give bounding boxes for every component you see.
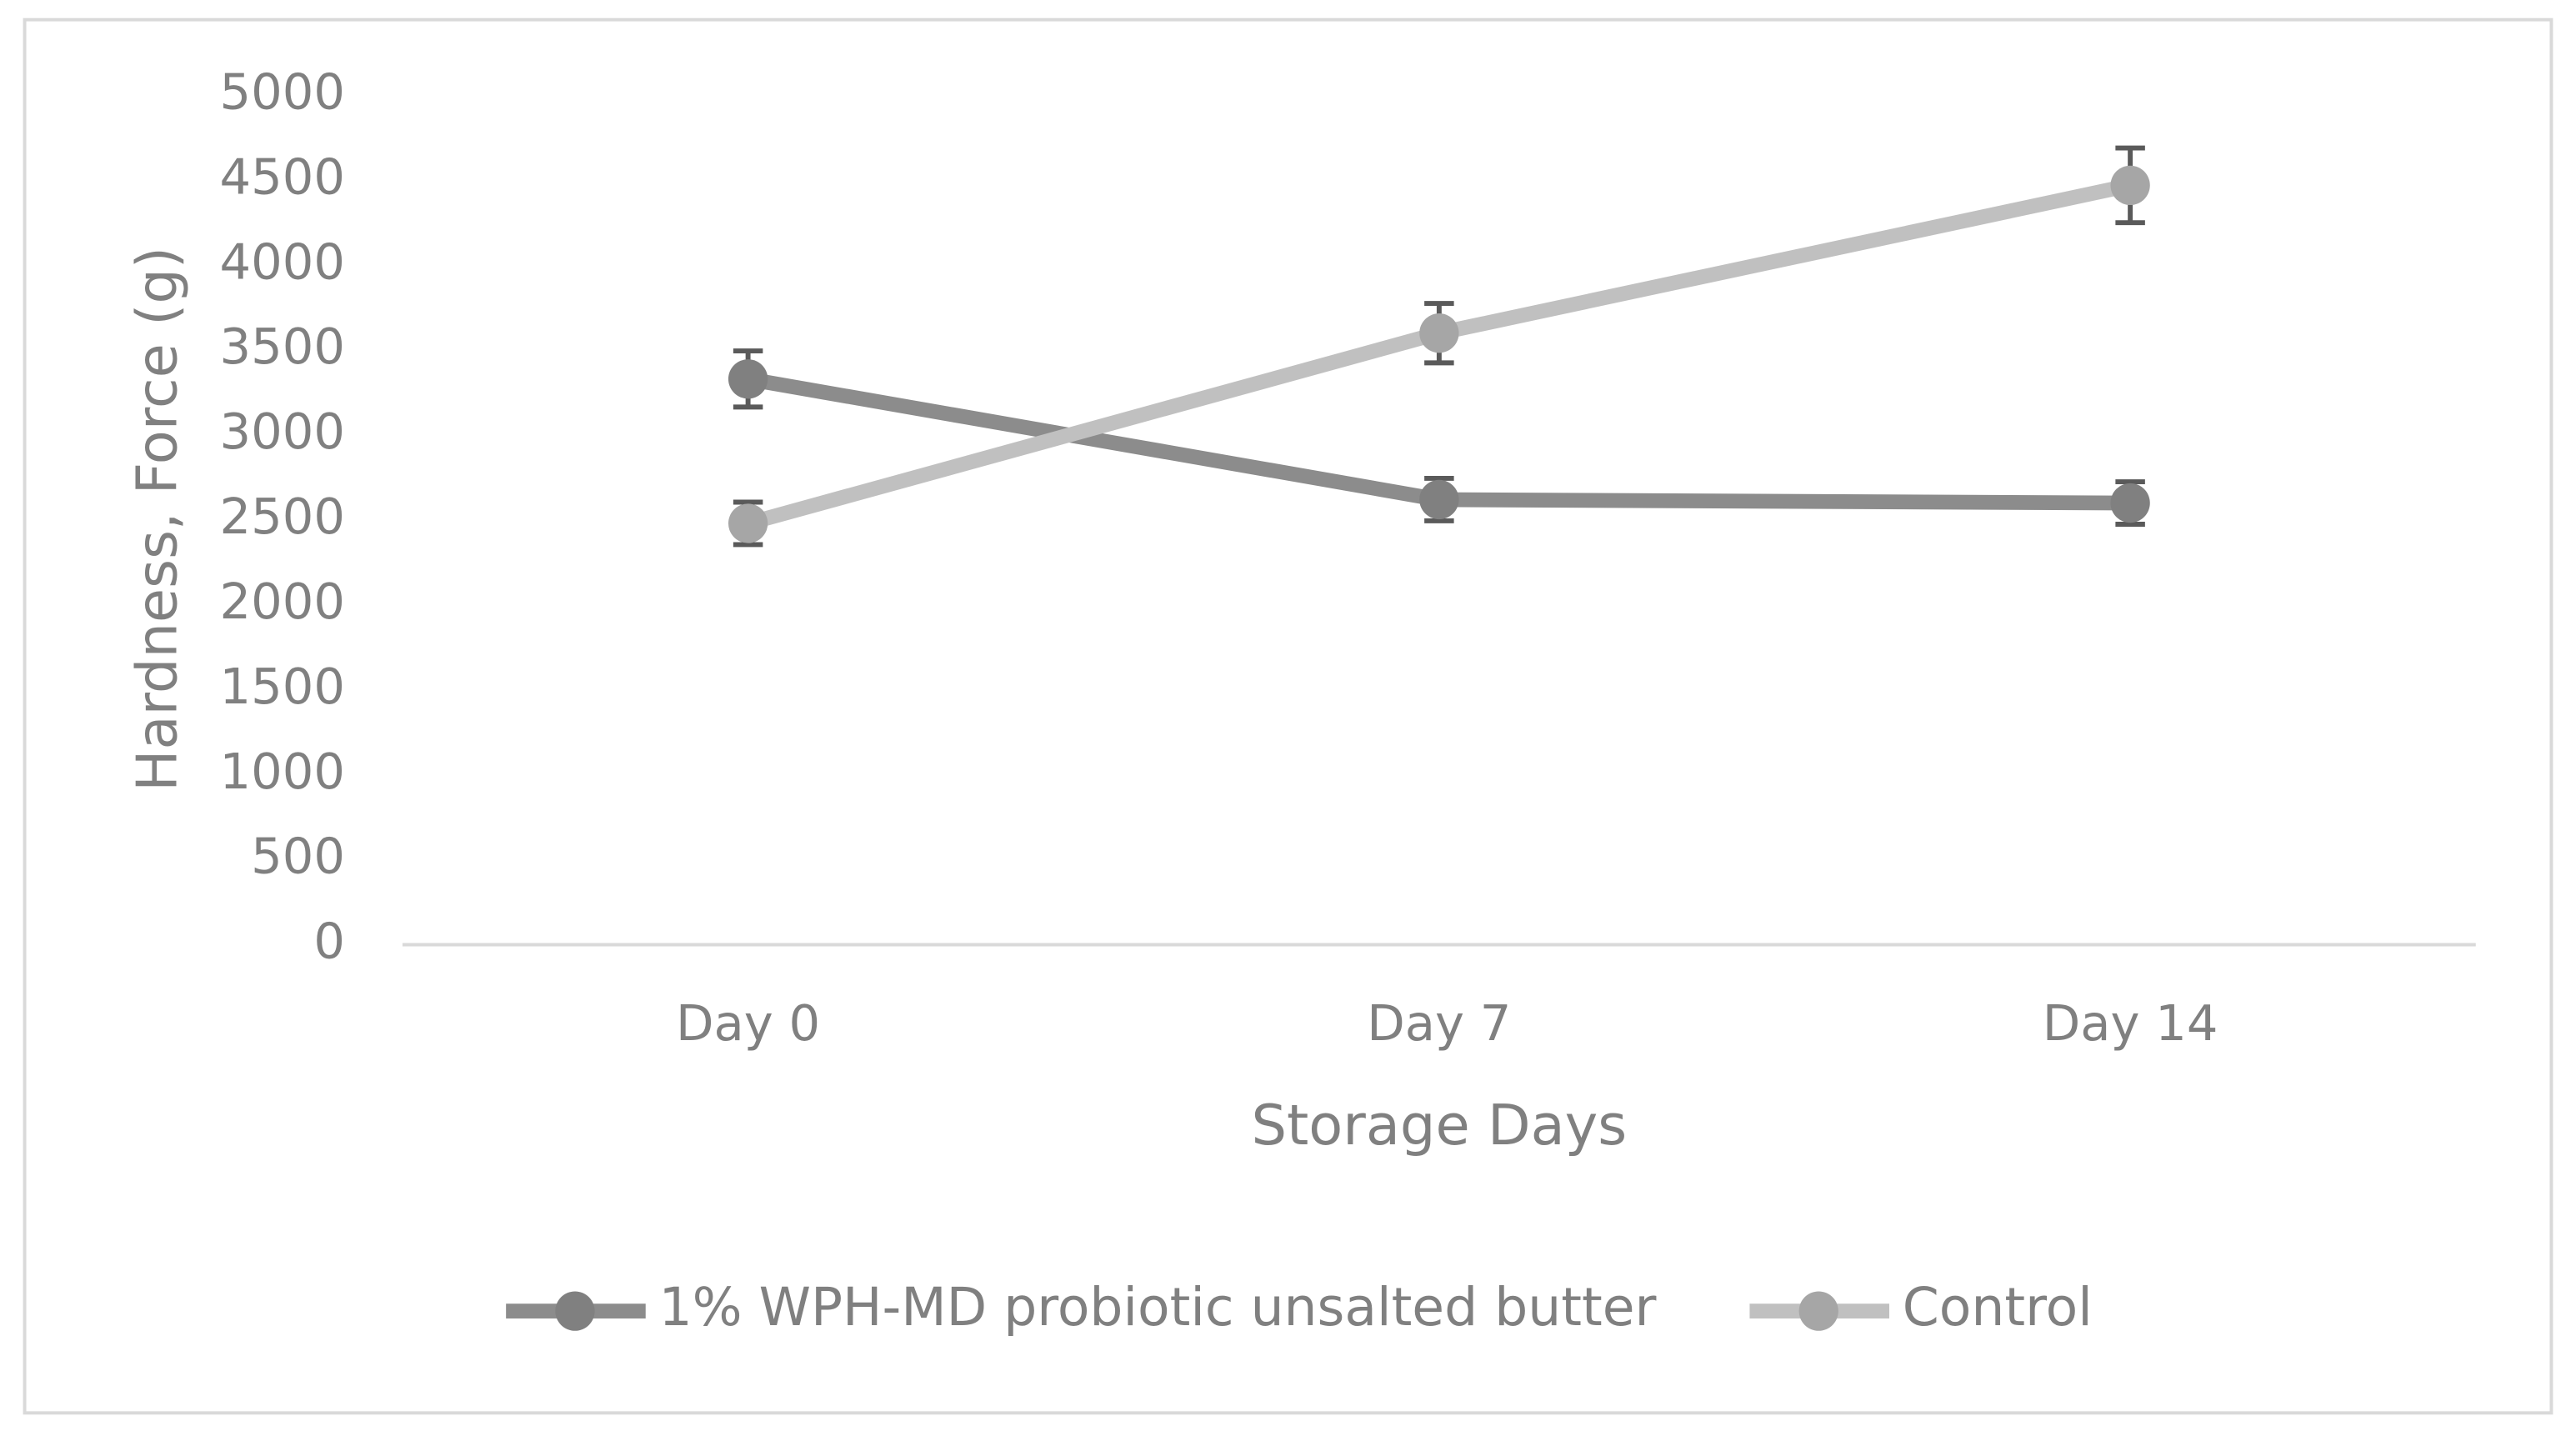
y-tick-label: 4000	[220, 233, 345, 290]
x-axis-title: Storage Days	[1251, 1093, 1627, 1158]
y-tick-label: 1000	[220, 743, 345, 800]
y-tick-label: 0	[313, 913, 345, 970]
marker	[2110, 165, 2150, 206]
y-tick-label: 1500	[220, 658, 345, 715]
chart-border	[23, 18, 2553, 1415]
x-tick-label: Day 14	[2043, 994, 2218, 1052]
marker	[1419, 479, 1459, 520]
marker	[1419, 313, 1459, 353]
legend-label: 1% WPH-MD probiotic unsalted butter	[658, 1276, 1656, 1338]
legend-label: Control	[1903, 1276, 2093, 1338]
y-tick-label: 500	[251, 828, 345, 885]
y-axis-title: Hardness, Force (g)	[125, 247, 190, 792]
marker	[2110, 483, 2150, 523]
y-tick-label: 4500	[220, 148, 345, 205]
y-tick-label: 5000	[220, 63, 345, 120]
y-tick-label: 2500	[220, 488, 345, 545]
legend-marker	[1798, 1291, 1838, 1331]
y-tick-label: 2000	[220, 573, 345, 630]
x-tick-label: Day 7	[1367, 994, 1511, 1052]
marker	[728, 359, 768, 399]
y-tick-label: 3500	[220, 318, 345, 375]
marker	[728, 503, 768, 543]
y-tick-label: 3000	[220, 403, 345, 460]
legend-marker	[555, 1291, 595, 1331]
x-tick-label: Day 0	[676, 994, 820, 1052]
